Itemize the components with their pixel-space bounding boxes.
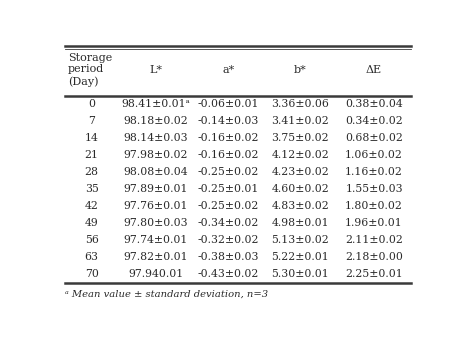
- Text: 97.80±0.03: 97.80±0.03: [124, 218, 188, 228]
- Text: 98.18±0.02: 98.18±0.02: [124, 116, 188, 126]
- Text: -0.16±0.02: -0.16±0.02: [198, 150, 259, 160]
- Text: 97.89±0.01: 97.89±0.01: [124, 184, 188, 194]
- Text: 0.68±0.02: 0.68±0.02: [345, 133, 403, 143]
- Text: 63: 63: [85, 252, 99, 262]
- Text: a*: a*: [222, 65, 235, 75]
- Text: -0.16±0.02: -0.16±0.02: [198, 133, 259, 143]
- Text: 42: 42: [85, 201, 99, 211]
- Text: 2.25±0.01: 2.25±0.01: [345, 269, 403, 279]
- Text: 21: 21: [85, 150, 99, 160]
- Text: 0: 0: [88, 99, 95, 110]
- Text: 97.76±0.01: 97.76±0.01: [124, 201, 188, 211]
- Text: 7: 7: [88, 116, 95, 126]
- Text: 28: 28: [85, 167, 99, 177]
- Text: -0.34±0.02: -0.34±0.02: [198, 218, 259, 228]
- Text: 4.83±0.02: 4.83±0.02: [272, 201, 329, 211]
- Text: 14: 14: [85, 133, 99, 143]
- Text: 1.06±0.02: 1.06±0.02: [345, 150, 403, 160]
- Text: 3.41±0.02: 3.41±0.02: [272, 116, 329, 126]
- Text: 35: 35: [85, 184, 99, 194]
- Text: 97.82±0.01: 97.82±0.01: [124, 252, 188, 262]
- Text: -0.43±0.02: -0.43±0.02: [198, 269, 259, 279]
- Text: 4.12±0.02: 4.12±0.02: [272, 150, 329, 160]
- Text: 3.75±0.02: 3.75±0.02: [272, 133, 329, 143]
- Text: 49: 49: [85, 218, 99, 228]
- Text: 5.22±0.01: 5.22±0.01: [272, 252, 329, 262]
- Text: -0.32±0.02: -0.32±0.02: [198, 235, 259, 245]
- Text: 4.23±0.02: 4.23±0.02: [272, 167, 329, 177]
- Text: 4.60±0.02: 4.60±0.02: [272, 184, 329, 194]
- Text: -0.14±0.03: -0.14±0.03: [198, 116, 259, 126]
- Text: 3.36±0.06: 3.36±0.06: [272, 99, 329, 110]
- Text: -0.06±0.01: -0.06±0.01: [198, 99, 259, 110]
- Text: 1.96±0.01: 1.96±0.01: [345, 218, 403, 228]
- Text: 98.41±0.01ᵃ: 98.41±0.01ᵃ: [121, 99, 190, 110]
- Text: 97.98±0.02: 97.98±0.02: [124, 150, 188, 160]
- Text: 5.13±0.02: 5.13±0.02: [272, 235, 329, 245]
- Text: 4.98±0.01: 4.98±0.01: [272, 218, 329, 228]
- Text: b*: b*: [294, 65, 307, 75]
- Text: 1.80±0.02: 1.80±0.02: [345, 201, 403, 211]
- Text: -0.38±0.03: -0.38±0.03: [198, 252, 259, 262]
- Text: 0.38±0.04: 0.38±0.04: [345, 99, 403, 110]
- Text: 98.14±0.03: 98.14±0.03: [124, 133, 188, 143]
- Text: 1.55±0.03: 1.55±0.03: [345, 184, 403, 194]
- Text: -0.25±0.01: -0.25±0.01: [198, 184, 259, 194]
- Text: -0.25±0.02: -0.25±0.02: [198, 167, 259, 177]
- Text: ᵃ Mean value ± standard deviation, n=3: ᵃ Mean value ± standard deviation, n=3: [65, 289, 268, 299]
- Text: 2.11±0.02: 2.11±0.02: [345, 235, 403, 245]
- Text: ΔE: ΔE: [366, 65, 382, 75]
- Text: 97.74±0.01: 97.74±0.01: [124, 235, 188, 245]
- Text: 5.30±0.01: 5.30±0.01: [272, 269, 329, 279]
- Text: 0.34±0.02: 0.34±0.02: [345, 116, 403, 126]
- Text: 2.18±0.00: 2.18±0.00: [345, 252, 403, 262]
- Text: 1.16±0.02: 1.16±0.02: [345, 167, 403, 177]
- Text: 98.08±0.04: 98.08±0.04: [124, 167, 188, 177]
- Text: 56: 56: [85, 235, 99, 245]
- Text: L*: L*: [149, 65, 162, 75]
- Text: Storage
period
(Day): Storage period (Day): [68, 53, 112, 86]
- Text: 97.940.01: 97.940.01: [128, 269, 183, 279]
- Text: 70: 70: [85, 269, 99, 279]
- Text: -0.25±0.02: -0.25±0.02: [198, 201, 259, 211]
